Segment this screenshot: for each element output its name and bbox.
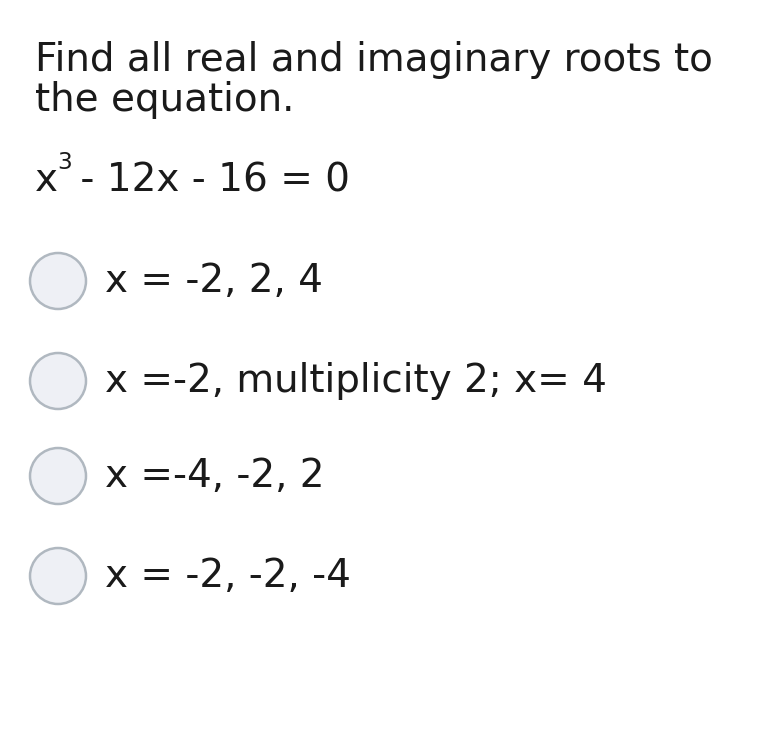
Text: the equation.: the equation. [35,81,294,119]
Circle shape [30,448,86,504]
Text: x =-4, -2, 2: x =-4, -2, 2 [105,457,324,495]
Circle shape [30,253,86,309]
Text: x = -2, -2, -4: x = -2, -2, -4 [105,557,351,595]
Text: x =-2, multiplicity 2; x= 4: x =-2, multiplicity 2; x= 4 [105,362,607,400]
Text: 3: 3 [57,151,72,174]
Circle shape [30,548,86,604]
Text: x = -2, 2, 4: x = -2, 2, 4 [105,262,323,300]
Text: Find all real and imaginary roots to: Find all real and imaginary roots to [35,41,713,79]
Text: x: x [35,161,58,199]
Text: - 12x - 16 = 0: - 12x - 16 = 0 [68,161,350,199]
Circle shape [30,353,86,409]
